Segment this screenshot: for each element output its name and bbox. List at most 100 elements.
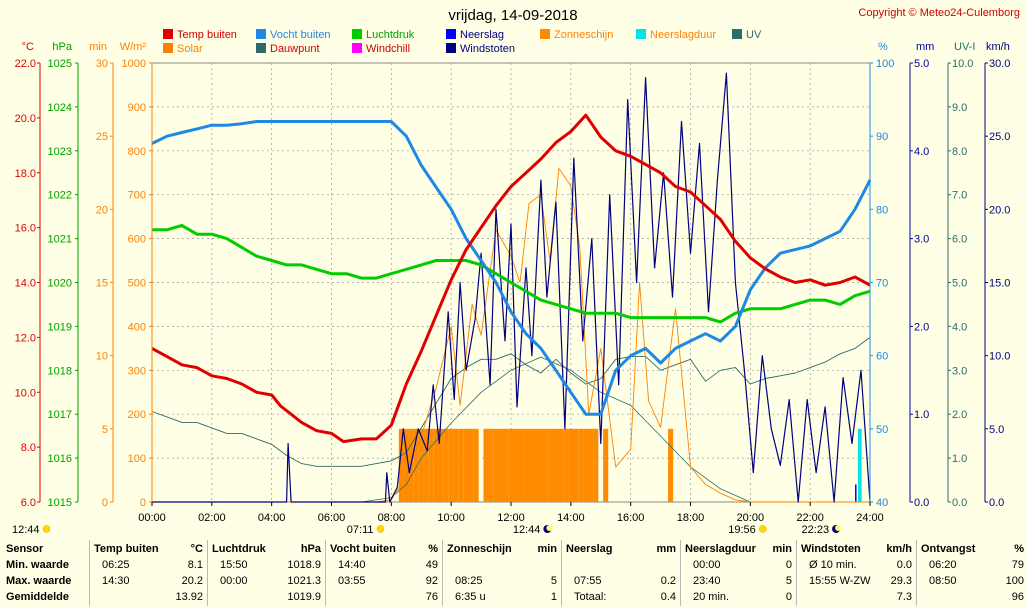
- stats-row-label: Max. waarde: [6, 575, 72, 587]
- legend-label: Windchill: [366, 43, 410, 55]
- legend-swatch: [256, 43, 266, 53]
- stats-separator: [561, 540, 562, 606]
- series-uv: [152, 356, 870, 503]
- axis-tick-label: 800: [128, 146, 146, 158]
- x-tick-label: 02:00: [198, 512, 226, 524]
- axis-unit-label: %: [878, 41, 888, 53]
- marker-time: 07:11: [347, 524, 374, 536]
- bar-zonneschijn: [518, 428, 524, 502]
- stats-time: 00:00: [693, 559, 721, 571]
- stats-value: 79: [1011, 559, 1024, 571]
- legend: Temp buiten Solar Vocht buiten Dauwpunt Luch…: [163, 29, 762, 55]
- bar-zonneschijn: [668, 428, 674, 502]
- axis-tick-label: 600: [128, 234, 146, 246]
- axis-tick-label: 0: [140, 497, 146, 509]
- stats-time: Totaal:: [574, 591, 607, 603]
- stats-header: Luchtdruk: [212, 543, 266, 555]
- bar-zonneschijn: [523, 428, 529, 502]
- legend-label: Dauwpunt: [270, 43, 320, 55]
- bar-zonneschijn: [558, 428, 564, 502]
- stats-time: 15:50: [220, 559, 248, 571]
- series-vocht-buiten: [151, 120, 872, 416]
- axis-tick-label: 4.0: [952, 321, 967, 333]
- stats-header: Windstoten: [801, 543, 861, 555]
- x-tick-label: 10:00: [437, 512, 465, 524]
- stats-column: Neerslagduur min 00:00 0 23:40 5 20 min. 0: [685, 538, 792, 608]
- bar-neerslag: [855, 484, 857, 502]
- bar-zonneschijn: [473, 428, 479, 502]
- axis-tick-label: 20.0: [15, 113, 36, 125]
- bar-zonneschijn: [493, 428, 499, 502]
- stats-value: 1019.9: [287, 591, 321, 603]
- axis-tick-label: 15.0: [989, 278, 1010, 290]
- axis-tick-label: 60: [876, 351, 888, 363]
- bar-zonneschijn: [593, 428, 599, 502]
- axis-tick-label: 200: [128, 409, 146, 421]
- axis-tick-label: 30.0: [989, 58, 1010, 70]
- legend-swatch: [163, 29, 173, 39]
- series-dauwpunt: [151, 337, 871, 467]
- legend-label: Neerslag: [460, 29, 504, 41]
- stats-value: 0.2: [660, 575, 676, 587]
- axis-tick-label: 18.0: [15, 168, 36, 180]
- axis-tick-label: 20: [96, 204, 108, 216]
- stats-header: Ontvangst: [921, 543, 976, 555]
- axis-tick-label: 5.0: [952, 278, 967, 290]
- bar-zonneschijn: [438, 428, 444, 502]
- legend-label: Neerslagduur: [650, 29, 716, 41]
- x-tick-label: 00:00: [138, 512, 166, 524]
- axis-tick-label: 1000: [122, 58, 146, 70]
- stats-value: 5: [550, 575, 557, 587]
- stats-value: 20.2: [181, 575, 203, 587]
- bar-zonneschijn: [538, 428, 544, 502]
- axis-tick-label: 2.0: [952, 409, 967, 421]
- stats-unit: min: [772, 543, 792, 555]
- axis-tick-label: 9.0: [952, 102, 967, 114]
- axis-tick-label: 10.0: [952, 58, 973, 70]
- stats-unit: hPa: [300, 543, 321, 555]
- stats-value: 96: [1011, 591, 1024, 603]
- bar-zonneschijn: [448, 428, 454, 502]
- axis-tick-label: 100: [128, 453, 146, 465]
- axis-tick-label: 6.0: [21, 497, 36, 509]
- axis-unit-label: UV-I: [954, 41, 975, 53]
- axis-tick-label: 50: [876, 424, 888, 436]
- stats-header: Neerslag: [566, 543, 613, 555]
- stats-column: Windstoten km/h Ø 10 min. 0.0 15:55 W-ZW 29.3…: [801, 538, 912, 608]
- legend-swatch: [446, 43, 456, 53]
- axis-tick-label: 3.0: [952, 365, 967, 377]
- stats-value: 1021.3: [287, 575, 321, 587]
- x-tick-label: 22:00: [796, 512, 824, 524]
- legend-swatch: [256, 29, 266, 39]
- stats-column: Temp buiten °C 06:25 8.1 14:30 20.2 13.92: [94, 538, 203, 608]
- axis-tick-label: 1024: [48, 102, 72, 114]
- stats-value: 29.3: [890, 575, 912, 587]
- axis-tick-label: 500: [128, 278, 146, 290]
- axis-tick-label: 0.0: [989, 497, 1004, 509]
- legend-swatch: [732, 29, 742, 39]
- legend-label: Solar: [177, 43, 203, 55]
- stats-value: 5: [785, 575, 792, 587]
- axis-tick-label: 10.0: [15, 387, 36, 399]
- axes-layer: °C 6.0 8.0 10.0 12.0 14.0 16.0 18.0 20.0 22.0 hPa 1…: [15, 41, 1011, 524]
- axis-tick-label: 900: [128, 102, 146, 114]
- stats-unit: %: [428, 543, 438, 555]
- bar-zonneschijn: [533, 428, 539, 502]
- axis-tick-label: 90: [876, 131, 888, 143]
- bar-zonneschijn: [513, 428, 519, 502]
- axis-tick-label: 400: [128, 321, 146, 333]
- bar-zonneschijn: [603, 428, 609, 502]
- legend-swatch: [163, 43, 173, 53]
- axis-tick-label: 1023: [48, 146, 72, 158]
- bar-zonneschijn: [583, 428, 589, 502]
- stats-value: 7.3: [896, 591, 912, 603]
- bar-layer: [398, 428, 862, 502]
- axis-tick-label: 1015: [48, 497, 72, 509]
- series-luchtdruk: [152, 223, 871, 324]
- axis-tick-label: 7.0: [952, 190, 967, 202]
- stats-table: Sensor Min. waarde Max. waarde Gemiddeld…: [0, 538, 1026, 608]
- axis-tick-label: 1022: [48, 190, 72, 202]
- stats-value: 0: [785, 559, 792, 571]
- axis-tick-label: 15: [96, 278, 108, 290]
- marker-time: 22:23: [802, 524, 830, 536]
